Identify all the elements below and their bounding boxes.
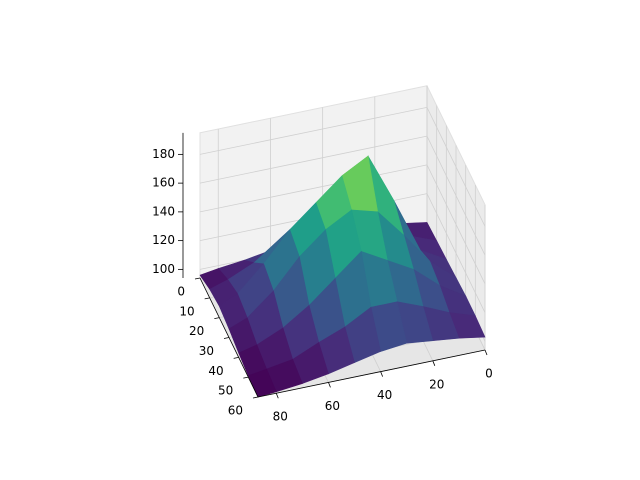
x-tick-label: 80 [273,410,288,424]
z-tick-label: 160 [152,176,175,190]
x-tick [432,360,436,366]
grid-line [199,135,428,184]
y-tick [214,317,220,320]
y-tick [252,396,259,399]
grid-line [426,193,486,313]
y-tick-label: 50 [218,384,233,398]
x-tick [328,382,331,388]
y-tick-label: 0 [177,285,185,299]
y-tick [243,376,249,379]
y-tick-label: 10 [179,304,194,318]
z-tick-label: 100 [152,262,175,276]
z-tick-label: 180 [152,147,175,161]
z-tick-label: 140 [152,204,175,218]
x-tick-label: 20 [429,377,444,391]
y-tick [204,297,210,300]
grid-line [426,107,486,227]
y-tick-label: 40 [208,364,223,378]
y-tick [223,337,230,339]
x-tick [275,393,279,399]
y-tick-label: 30 [199,344,214,358]
y-tick-label: 60 [228,404,243,418]
z-tick-label: 120 [152,233,175,247]
x-tick-label: 0 [485,367,493,381]
x-tick-label: 60 [325,399,340,413]
x-tick [484,349,488,356]
y-tick-label: 20 [189,324,204,338]
grid-line [426,164,486,285]
x-axis [257,349,486,398]
grid-line [426,135,486,256]
grid-line [199,164,428,213]
y-tick [233,356,239,359]
grid-line [199,106,428,155]
x-tick-label: 40 [377,388,392,402]
x-tick [380,371,384,377]
y-tick [194,277,201,280]
